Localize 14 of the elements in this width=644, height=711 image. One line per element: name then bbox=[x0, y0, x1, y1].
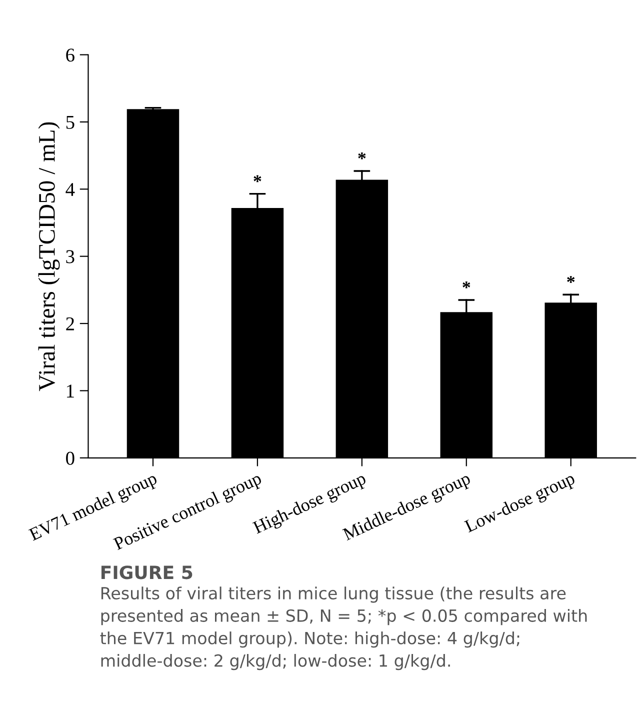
annotation: * bbox=[462, 281, 470, 288]
y-tick-label: 2 bbox=[66, 317, 74, 330]
y-tick-label: 4 bbox=[66, 183, 75, 196]
y-tick-label: 6 bbox=[66, 48, 74, 62]
y-tick-label: 1 bbox=[67, 384, 74, 398]
text: Results of viral titers in mice lung tissue (the results are presented as mean ± SD, N = 5; *p < 0.05 compared with the EV71 model group). Note: high-dose: 4 g/kg/d; middle-dose: 2 g/kg/d; low-dose: 1 g/kg/d. bbox=[100, 586, 587, 670]
y-tick-label: 0 bbox=[66, 452, 74, 465]
annotation: * bbox=[254, 175, 262, 182]
y-tick-label: 3 bbox=[66, 250, 74, 264]
annotation: * bbox=[358, 152, 366, 160]
y-axis-title: Viral titers (lgTCID50 / mL) bbox=[38, 122, 60, 392]
y-tick-label: 5 bbox=[66, 116, 74, 129]
annotation: * bbox=[567, 276, 575, 283]
caption: FIGURE 5 bbox=[101, 566, 192, 580]
